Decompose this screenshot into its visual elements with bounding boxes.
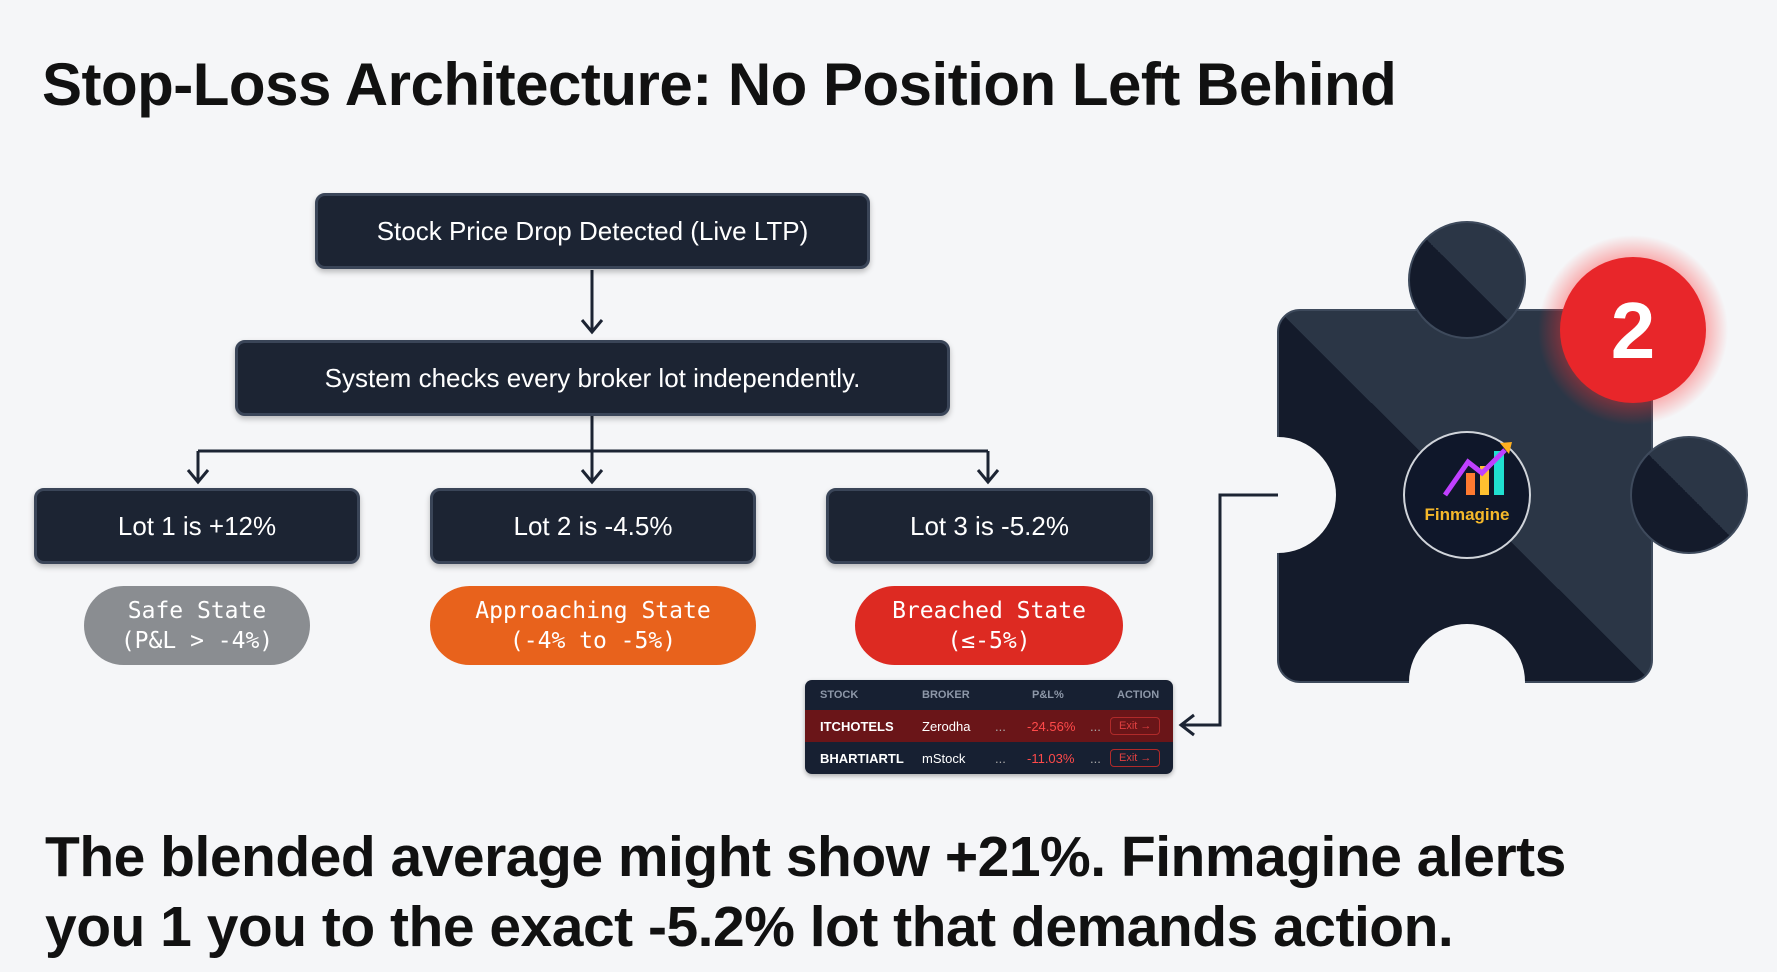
broker-cell: Zerodha xyxy=(922,718,971,734)
table-header: STOCK BROKER P&L% ACTION xyxy=(805,680,1173,710)
state-range: (-4% to -5%) xyxy=(509,627,677,654)
ellipsis: ... xyxy=(1090,718,1101,734)
finmagine-logo: Finmagine xyxy=(1403,431,1531,559)
logo-text: Finmagine xyxy=(1424,505,1509,524)
header-pnl: P&L% xyxy=(1032,689,1064,701)
page-title: Stop-Loss Architecture: No Position Left… xyxy=(42,51,1397,118)
state-label: Breached State xyxy=(892,597,1086,624)
footer-line-1: The blended average might show +21%. Fin… xyxy=(45,825,1566,889)
footer-line-2: you 1 you to the exact -5.2% lot that de… xyxy=(45,895,1454,959)
arrowhead xyxy=(580,319,604,335)
broker-cell: mStock xyxy=(922,750,966,766)
exit-button[interactable]: Exit → xyxy=(1110,717,1161,735)
ellipsis: ... xyxy=(995,750,1006,766)
state-range: (≤-5%) xyxy=(947,627,1031,654)
state-label: Safe State xyxy=(127,597,267,624)
ellipsis: ... xyxy=(995,718,1006,734)
state-label: Approaching State xyxy=(475,597,711,624)
lot-2-box: Lot 2 is -4.5% xyxy=(430,488,756,564)
pnl-cell: -24.56% xyxy=(1027,718,1076,734)
positions-table: STOCK BROKER P&L% ACTION ITCHOTELS Zerod… xyxy=(805,680,1173,774)
safe-state-pill: Safe State (P&L > -4%) xyxy=(84,586,310,665)
table-row[interactable]: ITCHOTELS Zerodha ... -24.56% ... Exit → xyxy=(805,710,1173,742)
trigger-box: Stock Price Drop Detected (Live LTP) xyxy=(315,193,870,269)
approaching-state-pill: Approaching State (-4% to -5%) xyxy=(430,586,756,665)
lot-3-box: Lot 3 is -5.2% xyxy=(826,488,1153,564)
state-range: (P&L > -4%) xyxy=(120,627,274,654)
stock-cell: BHARTIARTL xyxy=(820,750,904,766)
stock-cell: ITCHOTELS xyxy=(820,718,894,734)
notification-badge xyxy=(1560,257,1706,403)
ellipsis: ... xyxy=(1090,750,1101,766)
table-row[interactable]: BHARTIARTL mStock ... -11.03% ... Exit → xyxy=(805,742,1173,774)
lot-1-box: Lot 1 is +12% xyxy=(34,488,360,564)
breached-state-pill: Breached State (≤-5%) xyxy=(855,586,1123,665)
header-action: ACTION xyxy=(1117,689,1160,701)
exit-button[interactable]: Exit → xyxy=(1110,749,1161,767)
footer-message: The blended average might show +21%. Fin… xyxy=(45,822,1566,962)
pnl-cell: -11.03% xyxy=(1027,750,1075,766)
puzzle-piece: 2 Finmagine xyxy=(1277,221,1748,683)
check-box: System checks every broker lot independe… xyxy=(235,340,950,416)
trend-arrow-icon xyxy=(1442,448,1507,497)
header-stock: STOCK xyxy=(820,689,859,701)
arrow-puzzle-to-table xyxy=(1182,493,1278,727)
badge-count: 2 xyxy=(1611,286,1656,375)
header-broker: BROKER xyxy=(922,689,970,701)
